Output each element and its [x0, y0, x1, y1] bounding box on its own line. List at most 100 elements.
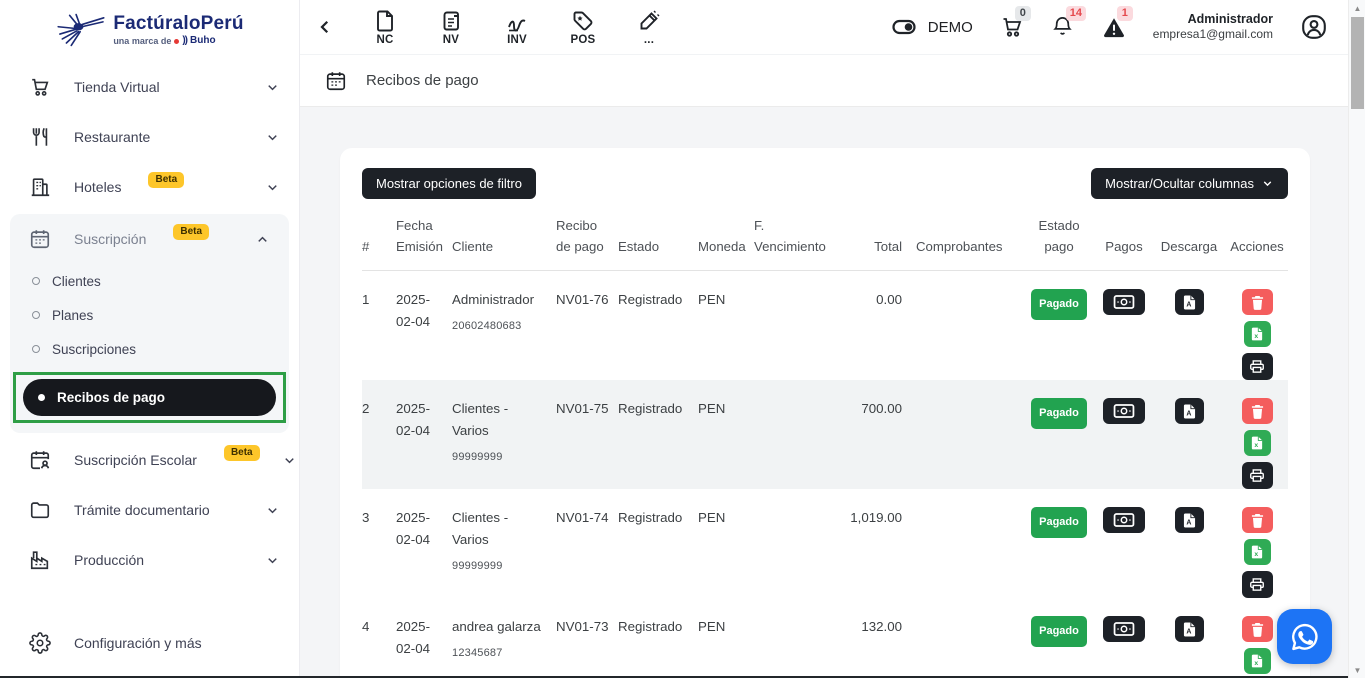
- col-header-recibo-de-pago[interactable]: Recibo de pago: [556, 201, 618, 271]
- scrollbar-up-arrow[interactable]: ▲: [1353, 3, 1362, 13]
- cell-descarga: A: [1152, 380, 1226, 489]
- delete-button[interactable]: [1241, 398, 1273, 424]
- new-invoice-button[interactable]: INV: [496, 9, 538, 46]
- trash-icon: [1251, 622, 1264, 637]
- excel-export-button[interactable]: x: [1243, 430, 1271, 456]
- new-sales-note-button[interactable]: NV: [430, 9, 472, 46]
- view-payments-button[interactable]: [1103, 616, 1145, 642]
- cell-fecha-emision: 2025-02-04: [396, 619, 431, 656]
- excel-file-icon: x: [1251, 545, 1263, 559]
- chevron-down-icon: [265, 552, 281, 568]
- scrollbar-down-arrow[interactable]: ▼: [1353, 665, 1362, 675]
- delete-button[interactable]: [1241, 507, 1273, 533]
- cliente-name: Clientes - Varios: [452, 401, 509, 438]
- brand-logo[interactable]: FactúraloPerú una marca de )) Buho: [0, 0, 299, 56]
- delete-button[interactable]: [1241, 289, 1273, 315]
- topbar-right: DEMO 0 14: [889, 6, 1328, 43]
- alerts-button[interactable]: 1: [1102, 6, 1133, 39]
- cell-recibo: NV01-74: [556, 510, 609, 525]
- building-icon: [28, 175, 52, 199]
- sidebar-item-suscripcion[interactable]: Suscripción Beta: [10, 214, 289, 264]
- vertical-scrollbar[interactable]: ▲ ▼: [1348, 0, 1365, 678]
- sidebar-item-restaurante[interactable]: Restaurante: [0, 112, 299, 162]
- sidebar-item-tienda-virtual[interactable]: Tienda Virtual: [0, 62, 299, 112]
- new-credit-note-button[interactable]: NC: [364, 9, 406, 46]
- print-button[interactable]: [1241, 353, 1273, 380]
- cell-pagos: [1096, 489, 1152, 598]
- print-button[interactable]: [1241, 571, 1273, 598]
- show-filter-options-button[interactable]: Mostrar opciones de filtro: [362, 168, 536, 199]
- col-header-f-vencimiento[interactable]: F. Vencimiento: [754, 201, 846, 271]
- collapse-sidebar-button[interactable]: [314, 16, 336, 38]
- col-header-moneda[interactable]: Moneda: [698, 201, 754, 271]
- col-header-num[interactable]: #: [362, 201, 396, 271]
- col-header-estado-pago[interactable]: Estado pago: [1022, 201, 1096, 271]
- col-header-cliente[interactable]: Cliente: [452, 201, 556, 271]
- excel-file-icon: x: [1251, 436, 1263, 450]
- pos-button[interactable]: POS: [562, 9, 604, 46]
- download-pdf-button[interactable]: A: [1174, 289, 1204, 315]
- user-menu[interactable]: Administrador empresa1@gmail.com: [1153, 11, 1273, 43]
- sidebar-subitem-planes[interactable]: Planes: [10, 298, 289, 332]
- sidebar-item-produccion[interactable]: Producción: [0, 535, 299, 585]
- cliente-name: andrea galarza: [452, 619, 541, 634]
- print-button[interactable]: [1241, 462, 1273, 489]
- table-row: 1 2025-02-04 Administrador 20602480683 N…: [362, 271, 1288, 381]
- sidebar-item-suscripcion-escolar[interactable]: Suscripción Escolar Beta: [0, 435, 299, 485]
- col-header-total[interactable]: Total: [846, 201, 916, 271]
- sidebar-item-hoteles[interactable]: Hoteles Beta: [0, 162, 299, 212]
- receipt-icon: [439, 9, 463, 33]
- cliente-name: Administrador: [452, 292, 535, 307]
- excel-export-button[interactable]: x: [1243, 321, 1271, 347]
- cell-total: 0.00: [876, 292, 902, 307]
- beta-badge: Beta: [173, 224, 210, 240]
- cell-moneda: PEN: [698, 619, 726, 634]
- delete-button[interactable]: [1241, 616, 1273, 642]
- cell-acciones: x: [1226, 598, 1288, 678]
- cliente-document-number: 20602480683: [452, 320, 522, 332]
- col-header-fecha-emision[interactable]: Fecha Emisión: [396, 201, 452, 271]
- scrollbar-thumb[interactable]: [1351, 17, 1364, 109]
- download-pdf-button[interactable]: A: [1174, 398, 1204, 424]
- cell-row-number: 1: [362, 292, 370, 307]
- cell-pagos: [1096, 380, 1152, 489]
- col-header-estado[interactable]: Estado: [618, 201, 698, 271]
- view-payments-button[interactable]: [1103, 289, 1145, 315]
- factory-icon: [28, 548, 52, 572]
- buho-arcs-icon: )): [182, 35, 188, 46]
- sidebar-item-tramite-documentario[interactable]: Trámite documentario: [0, 485, 299, 535]
- excel-export-button[interactable]: x: [1243, 539, 1271, 565]
- sidebar-subitem-suscripciones[interactable]: Suscripciones: [10, 332, 289, 366]
- alerts-count-badge: 1: [1116, 6, 1133, 21]
- col-header-descarga[interactable]: Descarga: [1152, 201, 1226, 271]
- excel-export-button[interactable]: x: [1243, 648, 1271, 674]
- col-header-comprobantes[interactable]: Comprobantes: [916, 201, 1022, 271]
- cell-estado-pago: Pagado: [1022, 489, 1096, 598]
- warning-triangle-icon: [1102, 15, 1126, 39]
- view-payments-button[interactable]: [1103, 507, 1145, 533]
- receipts-card: Mostrar opciones de filtro Mostrar/Ocult…: [340, 148, 1310, 678]
- cart-button[interactable]: 0: [1000, 6, 1031, 39]
- col-header-pagos[interactable]: Pagos: [1096, 201, 1152, 271]
- col-header-acciones[interactable]: Acciones: [1226, 201, 1288, 271]
- download-pdf-button[interactable]: A: [1174, 616, 1204, 642]
- demo-mode-toggle[interactable]: DEMO: [889, 15, 973, 39]
- avatar-icon[interactable]: [1300, 13, 1328, 41]
- quick-document-buttons: NC NV INV P: [364, 9, 670, 46]
- notifications-button[interactable]: 14: [1051, 6, 1087, 39]
- row-actions: x: [1226, 616, 1288, 678]
- cell-comprobantes: [916, 271, 1022, 381]
- download-pdf-button[interactable]: A: [1174, 507, 1204, 533]
- cell-estado-pago: Pagado: [1022, 271, 1096, 381]
- more-documents-button[interactable]: ...: [628, 9, 670, 46]
- sidebar-subitem-clientes[interactable]: Clientes: [10, 264, 289, 298]
- cell-row-number: 2: [362, 401, 370, 416]
- sidebar-item-configuracion[interactable]: Configuración y más: [0, 618, 299, 668]
- whatsapp-fab-button[interactable]: [1277, 609, 1332, 664]
- printer-icon: [1249, 468, 1265, 483]
- cliente-name: Clientes - Varios: [452, 510, 509, 547]
- sidebar-subitem-recibos-de-pago[interactable]: Recibos de pago: [23, 379, 276, 416]
- view-payments-button[interactable]: [1103, 398, 1145, 424]
- show-hide-columns-button[interactable]: Mostrar/Ocultar columnas: [1091, 168, 1288, 199]
- topbar: NC NV INV P: [300, 0, 1348, 55]
